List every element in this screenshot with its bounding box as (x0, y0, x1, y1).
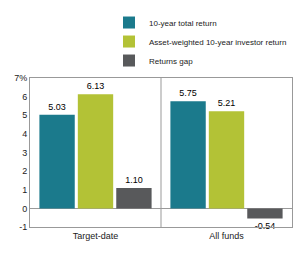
svg-text:2: 2 (22, 166, 27, 176)
svg-text:1.10: 1.10 (125, 175, 143, 185)
svg-text:4: 4 (22, 129, 27, 139)
svg-text:0: 0 (22, 204, 27, 214)
svg-text:-1: -1 (19, 222, 27, 232)
svg-text:3: 3 (22, 148, 27, 158)
svg-text:7%: 7% (14, 73, 27, 83)
svg-text:Returns gap: Returns gap (149, 57, 193, 66)
svg-text:-0.54: -0.54 (255, 221, 276, 231)
svg-text:5.03: 5.03 (48, 102, 66, 112)
svg-text:5.75: 5.75 (179, 88, 197, 98)
svg-text:5: 5 (22, 110, 27, 120)
svg-text:5.21: 5.21 (218, 98, 236, 108)
svg-text:6.13: 6.13 (87, 81, 105, 91)
svg-text:Target-date: Target-date (73, 231, 119, 241)
svg-text:Asset-weighted 10-year investo: Asset-weighted 10-year investor return (149, 38, 286, 47)
svg-text:All funds: All funds (209, 231, 244, 241)
svg-text:6: 6 (22, 92, 27, 102)
svg-text:1: 1 (22, 185, 27, 195)
svg-text:10-year total return: 10-year total return (149, 19, 217, 28)
